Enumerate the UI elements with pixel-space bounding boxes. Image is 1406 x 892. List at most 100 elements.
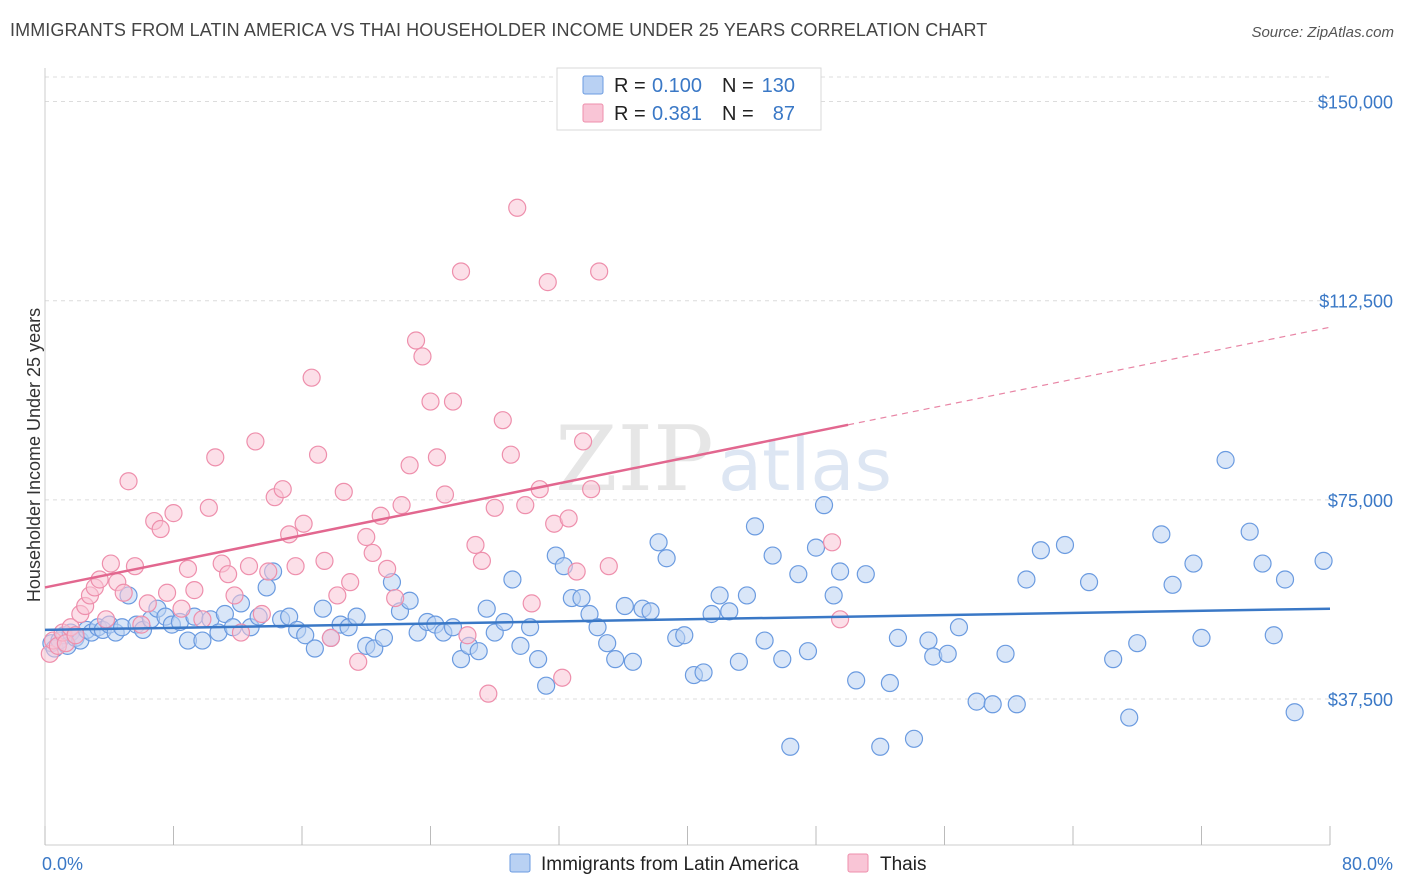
point-latin-america [814,496,834,515]
point-thais [185,581,204,600]
point-latin-america [919,631,938,650]
point-latin-america [856,565,875,584]
series-legend-label-latin-america: Immigrants from Latin America [541,854,799,875]
point-thais [302,368,321,387]
trend-line-thais-extension [848,326,1331,426]
point-latin-america [824,586,843,605]
point-latin-america [1128,634,1147,653]
point-latin-america [967,692,986,711]
point-thais [252,604,271,624]
point-thais [421,392,440,411]
x-tick-label: 0.0% [42,854,83,874]
legend-r-value-latin-america: 0.100 [652,75,702,97]
legend-swatch-thais [582,103,604,123]
point-latin-america [503,570,522,589]
point-thais [349,652,368,671]
series-legend-swatch-thais [847,853,869,873]
point-thais [553,668,572,687]
point-thais [328,586,347,605]
trend-line-thais [44,423,849,589]
trend-lines [44,326,1331,632]
point-latin-america [1152,525,1171,544]
point-latin-america [830,562,850,581]
point-latin-america [451,650,471,669]
point-latin-america [1055,535,1075,555]
point-latin-america [798,642,818,661]
point-thais [582,480,601,499]
point-latin-america [305,639,324,658]
y-axis-label: Householder Income Under 25 years [24,308,44,602]
point-latin-america [641,602,660,621]
legend-swatch-latin-america [582,75,604,95]
point-thais [101,554,120,573]
point-latin-america [1104,650,1123,669]
legend-n-label: N = [722,75,754,97]
point-thais [199,498,218,517]
data-points [40,198,1333,756]
point-thais [231,623,251,642]
point-latin-america [888,628,908,647]
chart-title: IMMIGRANTS FROM LATIN AMERICA VS THAI HO… [10,20,988,40]
legend-n-label: N = [722,103,754,125]
point-thais [392,496,411,515]
point-thais [132,615,151,634]
point-latin-america [847,671,866,690]
point-latin-america [572,588,591,608]
watermark: ZIP atlas [555,407,892,512]
point-latin-america [374,628,394,647]
point-latin-america [657,549,676,568]
point-thais [493,411,512,430]
point-thais [315,551,334,570]
point-thais [119,472,138,491]
point-latin-america [606,650,625,669]
point-latin-america [781,737,800,756]
point-thais [522,594,541,613]
point-thais [273,480,292,499]
point-thais [590,262,609,281]
point-thais [66,626,85,645]
point-latin-america [763,546,782,565]
axis-ticks: $37,500 $75,000 $112,500 $150,000 0.0% 80.0% [42,93,1393,874]
watermark-zip: ZIP [555,407,714,512]
point-thais [206,448,225,467]
point-thais [516,496,535,515]
point-thais [427,448,447,467]
point-latin-america [1253,554,1272,573]
legend-n-value-thais: 87 [773,103,795,125]
point-latin-america [257,578,276,597]
point-thais [559,509,578,528]
point-thais [125,557,145,576]
point-thais [363,543,382,563]
point-thais [508,198,527,217]
point-thais [178,559,198,578]
point-thais [458,626,477,645]
point-thais [567,562,586,581]
point-thais [157,583,177,602]
point-thais [573,432,593,451]
point-thais [413,347,432,366]
point-latin-america [1192,628,1211,647]
point-thais [466,535,485,555]
point-thais [114,583,133,602]
point-latin-america [623,652,642,671]
series-legend-swatch-latin-america [509,853,531,873]
point-latin-america [588,618,607,637]
point-latin-america [477,599,496,618]
point-latin-america [1285,703,1304,722]
legend-n-value-latin-america: 130 [762,75,795,97]
point-latin-america [215,604,234,624]
point-thais [501,445,520,464]
y-tick-label: $37,500 [1328,690,1393,710]
point-latin-america [469,642,488,661]
point-thais [341,573,360,592]
point-latin-america [871,737,890,756]
point-thais [294,514,313,533]
point-thais [485,498,504,517]
point-latin-america [694,663,713,682]
point-latin-america [996,644,1015,663]
point-latin-america [598,634,617,653]
point-latin-america [983,695,1002,714]
point-thais [378,559,397,578]
axes [44,68,1331,846]
